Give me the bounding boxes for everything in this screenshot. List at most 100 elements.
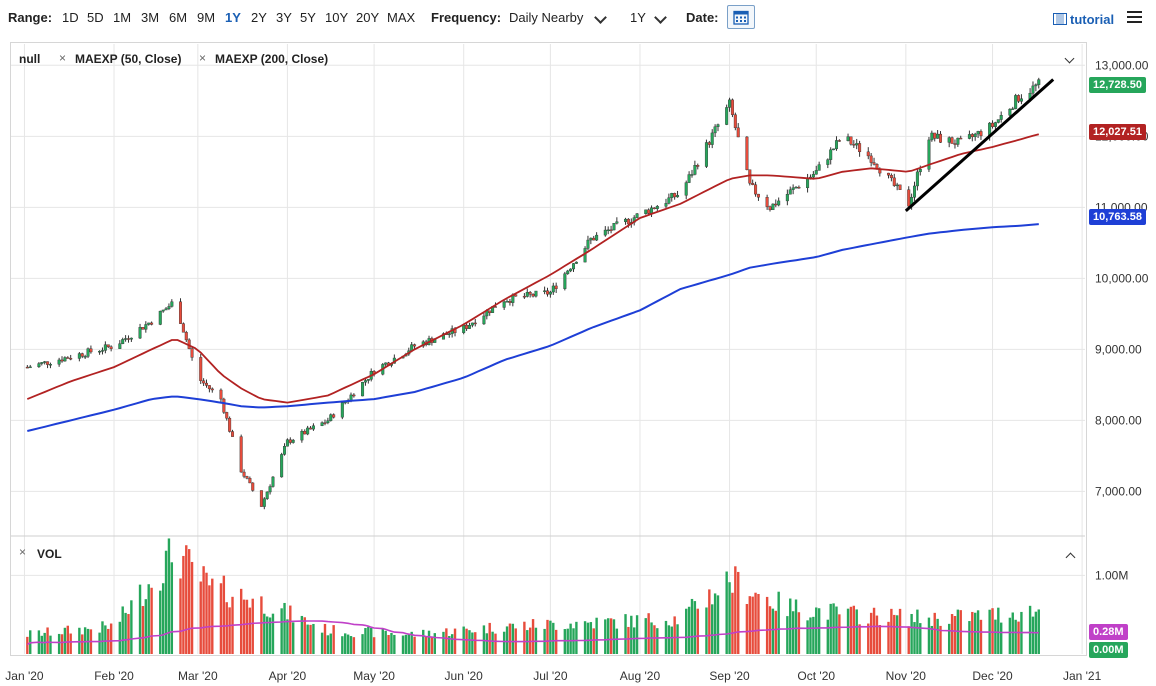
range-1y-button[interactable]: 1Y: [225, 10, 241, 25]
candle-body: [100, 350, 104, 352]
volume-bar: [1011, 612, 1014, 654]
volume-bar: [867, 623, 870, 654]
x-tick-label: Jan '20: [5, 669, 44, 683]
candle-body: [126, 338, 130, 340]
volume-bar: [835, 606, 838, 654]
candle-body: [866, 151, 870, 157]
volume-bar: [563, 629, 567, 654]
volume-bar: [1028, 605, 1032, 654]
volume-bar: [450, 634, 454, 654]
candle-body: [606, 229, 610, 232]
volume-bar: [401, 635, 405, 654]
volume-bar: [887, 621, 890, 654]
volume-bar: [271, 613, 275, 654]
candle-body: [251, 482, 255, 491]
candle-body: [170, 301, 174, 307]
volume-bar: [936, 618, 939, 654]
candle-body: [907, 189, 911, 207]
range-5y-button[interactable]: 5Y: [300, 10, 316, 25]
candle-body: [1017, 95, 1021, 102]
candle-body: [167, 306, 171, 309]
candle-body: [161, 309, 165, 312]
candle-body: [768, 206, 772, 211]
volume-bar: [167, 538, 171, 654]
range-20y-button[interactable]: 20Y: [356, 10, 380, 25]
candle-body: [441, 333, 445, 340]
volume-bar: [586, 622, 590, 654]
volume-bar: [40, 635, 43, 654]
volume-bar: [592, 628, 595, 654]
candle-body: [525, 292, 529, 297]
remove-study-icon[interactable]: ×: [19, 545, 27, 559]
candle-body: [311, 425, 315, 430]
volume-bar: [757, 594, 760, 654]
candle-body: [303, 431, 307, 435]
volume-bar: [407, 633, 410, 654]
range-10y-button[interactable]: 10Y: [325, 10, 349, 25]
range-3y-button[interactable]: 3Y: [276, 10, 292, 25]
volume-bar: [393, 634, 396, 654]
volume-bar: [612, 619, 616, 654]
candle-body: [242, 471, 246, 477]
range-1d-button[interactable]: 1D: [62, 10, 79, 25]
remove-study-icon[interactable]: ×: [59, 51, 67, 65]
candle-body: [716, 124, 720, 127]
gridlines: [10, 44, 1085, 654]
volume-bar: [895, 615, 899, 654]
candle-body: [413, 344, 417, 347]
volume-bar: [66, 625, 69, 654]
volume-bar: [268, 617, 272, 654]
volume-bar: [361, 634, 364, 654]
candle-body: [1014, 95, 1018, 109]
candle-body: [771, 203, 775, 211]
volume-bar: [83, 627, 87, 654]
remove-study-icon[interactable]: ×: [199, 51, 207, 65]
candle-body: [482, 315, 486, 325]
volume-bar: [878, 625, 882, 654]
candle-body: [959, 137, 963, 140]
frequency-select[interactable]: Daily Nearby: [509, 10, 584, 25]
candle-body: [181, 323, 185, 333]
hamburger-icon[interactable]: [1127, 11, 1142, 24]
volume-bar: [205, 572, 208, 654]
candle-body: [834, 140, 838, 150]
range-2y-button[interactable]: 2Y: [251, 10, 267, 25]
volume-bar: [424, 636, 428, 654]
period-select[interactable]: 1Y: [630, 10, 646, 25]
ma50-value-badge: 12,027.51: [1089, 124, 1146, 140]
volume-bar: [806, 620, 809, 654]
volume-bar: [635, 615, 639, 654]
tutorial-link[interactable]: tutorial: [1070, 12, 1115, 27]
candle-body: [473, 322, 477, 325]
candle-body: [69, 358, 73, 360]
range-9m-button[interactable]: 9M: [197, 10, 216, 25]
volume-bar: [832, 603, 835, 654]
candle-body: [852, 144, 856, 146]
volume-bar: [919, 623, 922, 654]
volume-bar: [225, 602, 228, 654]
range-6m-button[interactable]: 6M: [169, 10, 188, 25]
volume-bar: [950, 614, 954, 654]
candle-body: [707, 142, 711, 145]
x-tick-label: Aug '20: [620, 669, 661, 683]
volume-bar: [815, 607, 818, 654]
volume-bar: [745, 603, 749, 654]
volume-bar: [312, 623, 315, 654]
range-3m-button[interactable]: 3M: [141, 10, 160, 25]
calendar-button[interactable]: [727, 5, 755, 29]
candle-body: [736, 127, 740, 138]
x-tick-label: Sep '20: [709, 669, 750, 683]
range-max-button[interactable]: MAX: [387, 10, 416, 25]
volume-bar: [973, 612, 977, 654]
y-tick-label: 7,000.00: [1095, 484, 1142, 498]
range-5d-button[interactable]: 5D: [87, 10, 104, 25]
volume-bar: [624, 614, 627, 654]
volume-bar: [552, 622, 555, 654]
volume-bar: [208, 585, 211, 654]
ma200-value-badge: 10,763.58: [1089, 209, 1146, 225]
range-1m-button[interactable]: 1M: [113, 10, 132, 25]
candle-body: [502, 301, 506, 308]
candle-body: [826, 159, 830, 165]
volume-bar: [713, 593, 717, 654]
candle-body: [915, 171, 919, 187]
